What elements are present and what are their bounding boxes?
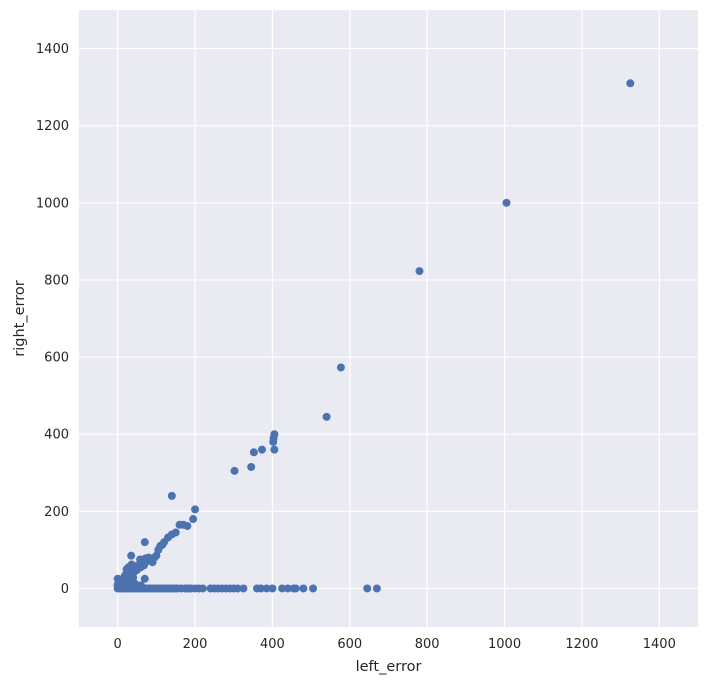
- x-tick-label: 1200: [565, 637, 598, 652]
- data-point: [140, 574, 149, 583]
- x-axis-title: left_error: [356, 659, 422, 675]
- y-axis-title: right_error: [12, 280, 28, 356]
- data-point: [249, 448, 258, 457]
- data-point: [299, 584, 308, 593]
- y-tick-label: 600: [44, 351, 69, 366]
- data-point: [175, 520, 184, 529]
- x-tick-label: 0: [114, 637, 122, 652]
- y-tick-labels: 0 200 400 600 800 1000 1200 1400: [36, 42, 69, 597]
- data-point: [257, 445, 266, 454]
- x-tick-label: 1000: [488, 637, 521, 652]
- data-point: [268, 584, 277, 593]
- x-tick-label: 600: [337, 637, 362, 652]
- data-point: [415, 267, 424, 276]
- data-point: [269, 437, 278, 446]
- data-point: [309, 584, 318, 593]
- y-tick-label: 200: [44, 505, 69, 520]
- data-point: [247, 462, 256, 471]
- y-tick-label: 1200: [36, 119, 69, 134]
- data-point: [233, 584, 242, 593]
- x-tick-labels: 0 200 400 600 800 1000 1200 1400: [114, 637, 676, 652]
- data-point: [270, 445, 279, 454]
- x-tick-label: 800: [415, 637, 440, 652]
- data-point: [502, 198, 511, 207]
- data-point: [283, 584, 292, 593]
- y-tick-label: 400: [44, 428, 69, 443]
- grid-lines-x: [117, 10, 660, 627]
- data-point: [239, 584, 248, 593]
- data-point: [191, 505, 200, 514]
- data-point: [363, 584, 372, 593]
- y-tick-label: 800: [44, 273, 69, 288]
- data-point: [127, 551, 136, 560]
- y-tick-label: 1400: [36, 42, 69, 57]
- data-point: [336, 363, 345, 372]
- data-point: [256, 584, 265, 593]
- data-point: [372, 584, 381, 593]
- x-tick-label: 1400: [643, 637, 676, 652]
- data-point: [322, 412, 331, 421]
- data-point: [291, 584, 300, 593]
- data-point: [167, 491, 176, 500]
- data-point: [129, 573, 138, 582]
- data-point: [198, 584, 207, 593]
- data-points: [113, 79, 635, 593]
- y-tick-label: 0: [61, 582, 69, 597]
- data-point: [262, 584, 271, 593]
- data-point: [113, 574, 122, 583]
- x-tick-label: 400: [260, 637, 285, 652]
- data-point: [140, 538, 149, 547]
- data-point: [278, 584, 287, 593]
- data-point: [189, 515, 198, 524]
- data-point: [626, 79, 635, 88]
- x-tick-label: 200: [183, 637, 208, 652]
- y-tick-label: 1000: [36, 196, 69, 211]
- data-point: [230, 466, 239, 475]
